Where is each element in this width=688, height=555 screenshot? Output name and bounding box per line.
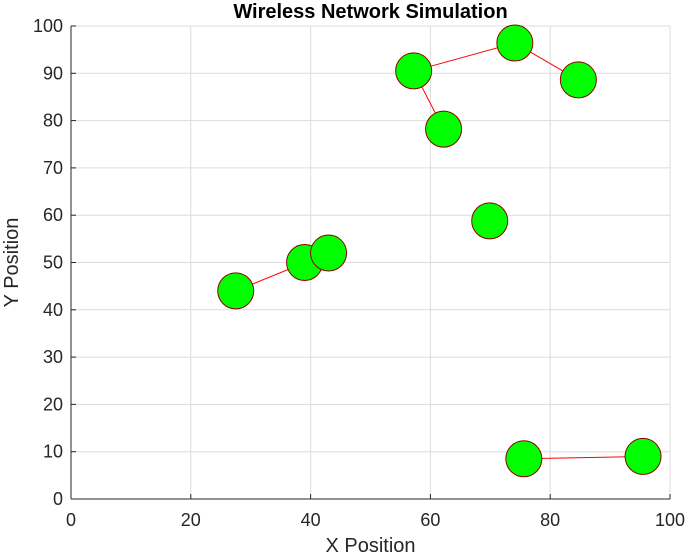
y-tick-label: 70	[43, 158, 63, 178]
y-tick-label: 40	[43, 300, 63, 320]
y-tick-label: 0	[53, 489, 63, 509]
network-node	[559, 61, 597, 99]
x-tick-label: 80	[540, 510, 560, 530]
y-tick-label: 50	[43, 253, 63, 273]
y-tick-label: 60	[43, 205, 63, 225]
network-node	[217, 272, 255, 310]
x-tick-label: 60	[420, 510, 440, 530]
chart-title: Wireless Network Simulation	[233, 1, 507, 23]
x-tick-label: 20	[181, 510, 201, 530]
x-tick-label: 40	[301, 510, 321, 530]
y-tick-label: 30	[43, 347, 63, 367]
y-tick-label: 80	[43, 111, 63, 131]
network-node	[496, 24, 534, 62]
y-tick-label: 10	[43, 442, 63, 462]
x-tick-label: 0	[66, 510, 76, 530]
x-tick-label: 100	[655, 510, 685, 530]
nodes	[217, 24, 662, 478]
network-node	[471, 202, 509, 240]
network-node	[425, 110, 463, 148]
tick-labels: 0 20 40 60 80 100 0 10 20 30 40 50 60 70 80 90 100	[33, 16, 685, 530]
network-node	[624, 437, 662, 475]
y-tick-label: 100	[33, 16, 63, 36]
x-axis-label: X Position	[325, 535, 415, 555]
network-node	[395, 52, 433, 90]
y-axis-label: Y Position	[1, 218, 23, 308]
network-node	[505, 440, 543, 478]
axes	[70, 25, 671, 500]
y-tick-label: 20	[43, 394, 63, 414]
network-node	[310, 234, 348, 272]
network-link	[523, 455, 644, 460]
y-tick-label: 90	[43, 63, 63, 83]
